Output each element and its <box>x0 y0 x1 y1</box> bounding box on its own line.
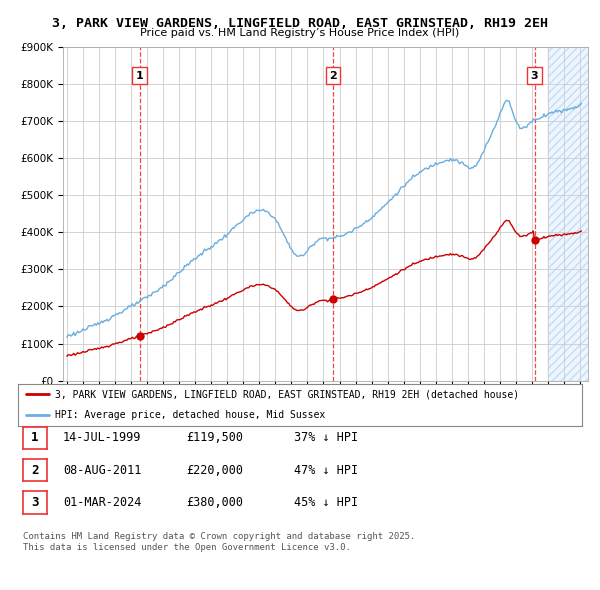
Text: £119,500: £119,500 <box>186 431 243 444</box>
Text: 2: 2 <box>329 71 337 80</box>
Bar <box>548 47 600 381</box>
Bar <box>548 47 600 381</box>
Text: Price paid vs. HM Land Registry’s House Price Index (HPI): Price paid vs. HM Land Registry’s House … <box>140 28 460 38</box>
Text: 14-JUL-1999: 14-JUL-1999 <box>63 431 142 444</box>
Text: 45% ↓ HPI: 45% ↓ HPI <box>294 496 358 509</box>
Text: Contains HM Land Registry data © Crown copyright and database right 2025.
This d: Contains HM Land Registry data © Crown c… <box>23 532 415 552</box>
Text: 3, PARK VIEW GARDENS, LINGFIELD ROAD, EAST GRINSTEAD, RH19 2EH (detached house): 3, PARK VIEW GARDENS, LINGFIELD ROAD, EA… <box>55 389 519 399</box>
Text: 01-MAR-2024: 01-MAR-2024 <box>63 496 142 509</box>
Text: 3: 3 <box>530 71 538 80</box>
Text: 3, PARK VIEW GARDENS, LINGFIELD ROAD, EAST GRINSTEAD, RH19 2EH: 3, PARK VIEW GARDENS, LINGFIELD ROAD, EA… <box>52 17 548 30</box>
Text: 1: 1 <box>136 71 143 80</box>
Text: 3: 3 <box>31 496 38 509</box>
Text: 08-AUG-2011: 08-AUG-2011 <box>63 464 142 477</box>
Text: HPI: Average price, detached house, Mid Sussex: HPI: Average price, detached house, Mid … <box>55 411 325 420</box>
Text: £220,000: £220,000 <box>186 464 243 477</box>
Text: £380,000: £380,000 <box>186 496 243 509</box>
Text: 47% ↓ HPI: 47% ↓ HPI <box>294 464 358 477</box>
Text: 1: 1 <box>31 431 38 444</box>
Text: 37% ↓ HPI: 37% ↓ HPI <box>294 431 358 444</box>
Text: 2: 2 <box>31 464 38 477</box>
